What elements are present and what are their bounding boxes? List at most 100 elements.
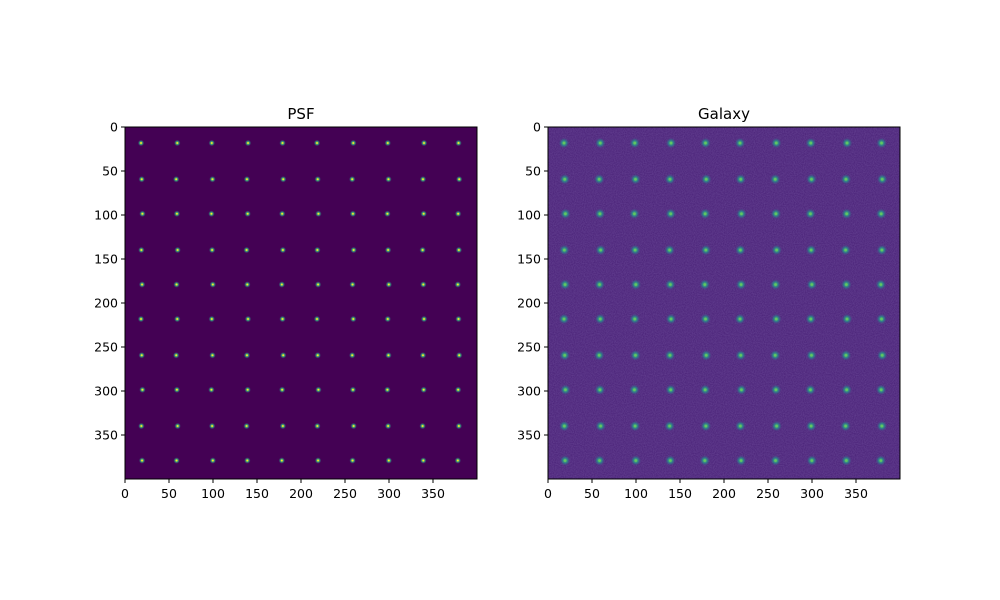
psf-spot-core bbox=[212, 284, 214, 286]
galaxy-spot-core bbox=[633, 388, 636, 391]
psf-spot-core bbox=[457, 389, 459, 391]
galaxy-y-tick-label: 250 bbox=[517, 340, 541, 355]
psf-spot-core bbox=[212, 178, 214, 180]
psf-spot-core bbox=[281, 213, 283, 215]
psf-spot-core bbox=[423, 389, 425, 391]
psf-x-tick-label: 300 bbox=[377, 486, 401, 501]
psf-x-tick-label: 100 bbox=[201, 486, 225, 501]
galaxy-spot-core bbox=[599, 212, 602, 215]
galaxy-spot-core bbox=[633, 142, 636, 145]
psf-spot-core bbox=[458, 178, 460, 180]
galaxy-spot-core bbox=[845, 212, 848, 215]
psf-spot-core bbox=[423, 213, 425, 215]
galaxy-spot-core bbox=[881, 354, 884, 357]
psf-spot-core bbox=[422, 249, 424, 251]
galaxy-spot-core bbox=[846, 142, 849, 145]
galaxy-spot-core bbox=[563, 425, 566, 428]
galaxy-spot-core bbox=[739, 318, 742, 321]
psf-spot-core bbox=[211, 318, 213, 320]
psf-spot-core bbox=[458, 142, 460, 144]
galaxy-y-tick-label: 200 bbox=[517, 296, 541, 311]
psf-spot-core bbox=[458, 354, 460, 356]
galaxy-spot-core bbox=[880, 142, 883, 145]
psf-x-tick-label: 50 bbox=[161, 486, 177, 501]
psf-spot-core bbox=[388, 460, 390, 462]
psf-spot-core bbox=[247, 389, 249, 391]
psf-spot-core bbox=[212, 354, 214, 356]
psf-spot-core bbox=[175, 354, 177, 356]
psf-spot-core bbox=[387, 249, 389, 251]
galaxy-spot-core bbox=[811, 283, 814, 286]
psf-x-tick-label: 250 bbox=[333, 486, 357, 501]
galaxy-x-tick-label: 0 bbox=[544, 486, 552, 501]
psf-spot-core bbox=[458, 425, 460, 427]
galaxy-spot-core bbox=[775, 249, 778, 252]
psf-spot-core bbox=[388, 284, 390, 286]
galaxy-spot-core bbox=[634, 354, 637, 357]
psf-spot-core bbox=[211, 249, 213, 251]
psf-spot-core bbox=[176, 284, 178, 286]
psf-spot-core bbox=[423, 318, 425, 320]
galaxy-spot-core bbox=[845, 178, 848, 181]
psf-x-tick-label: 350 bbox=[421, 486, 445, 501]
galaxy-spot-core bbox=[633, 318, 636, 321]
psf-spot-core bbox=[246, 460, 248, 462]
galaxy-spot-core bbox=[844, 425, 847, 428]
galaxy-title: Galaxy bbox=[698, 105, 750, 123]
psf-spot-core bbox=[141, 284, 143, 286]
galaxy-spot-core bbox=[845, 354, 848, 357]
galaxy-spot-core bbox=[599, 142, 602, 145]
psf-spot-core bbox=[351, 354, 353, 356]
galaxy-x-tick-label: 50 bbox=[584, 486, 600, 501]
psf-spot-core bbox=[212, 460, 214, 462]
galaxy-x-tick-label: 200 bbox=[712, 486, 736, 501]
psf-y-tick-label: 100 bbox=[94, 208, 118, 223]
psf-spot-core bbox=[353, 425, 355, 427]
galaxy-spot-core bbox=[598, 459, 601, 462]
galaxy-spot-core bbox=[599, 425, 602, 428]
psf-spot-core bbox=[141, 460, 143, 462]
galaxy-spot-core bbox=[563, 178, 566, 181]
psf-spot-core bbox=[247, 318, 249, 320]
psf-spot-core bbox=[352, 213, 354, 215]
psf-spot-core bbox=[246, 425, 248, 427]
galaxy-spot-core bbox=[740, 212, 743, 215]
galaxy-x-tick-label: 350 bbox=[844, 486, 868, 501]
psf-spot-core bbox=[317, 354, 319, 356]
galaxy-spot-core bbox=[599, 249, 602, 252]
psf-spot-core bbox=[140, 318, 142, 320]
galaxy-spot-core bbox=[564, 459, 567, 462]
psf-spot-core bbox=[282, 425, 284, 427]
galaxy-spot-core bbox=[810, 249, 813, 252]
psf-spot-core bbox=[458, 249, 460, 251]
galaxy-spot-core bbox=[634, 249, 637, 252]
psf-spot-core bbox=[352, 460, 354, 462]
galaxy-spot-core bbox=[564, 388, 567, 391]
psf-spot-core bbox=[176, 142, 178, 144]
galaxy-x-tick-label: 150 bbox=[668, 486, 692, 501]
galaxy-y-tick-label: 150 bbox=[517, 252, 541, 267]
galaxy-spot-core bbox=[599, 388, 602, 391]
psf-spot-core bbox=[387, 318, 389, 320]
psf-spot-core bbox=[211, 142, 213, 144]
psf-spot-core bbox=[422, 178, 424, 180]
galaxy-spot-core bbox=[739, 142, 742, 145]
psf-spot-core bbox=[142, 389, 144, 391]
galaxy-spot-core bbox=[563, 318, 566, 321]
psf-spot-core bbox=[317, 460, 319, 462]
galaxy-spot-core bbox=[669, 178, 672, 181]
galaxy-spot-core bbox=[598, 178, 601, 181]
psf-spot-core bbox=[352, 284, 354, 286]
psf-spot-core bbox=[316, 142, 318, 144]
galaxy-spot-core bbox=[598, 283, 601, 286]
galaxy-x-tick-label: 100 bbox=[624, 486, 648, 501]
galaxy-spot-core bbox=[704, 459, 707, 462]
galaxy-spot-core bbox=[704, 388, 707, 391]
galaxy-spot-core bbox=[774, 459, 777, 462]
galaxy-y-tick-label: 100 bbox=[517, 208, 541, 223]
psf-spot-core bbox=[281, 389, 283, 391]
galaxy-spot-core bbox=[810, 354, 813, 357]
psf-spot-core bbox=[246, 284, 248, 286]
galaxy-image bbox=[548, 127, 900, 479]
